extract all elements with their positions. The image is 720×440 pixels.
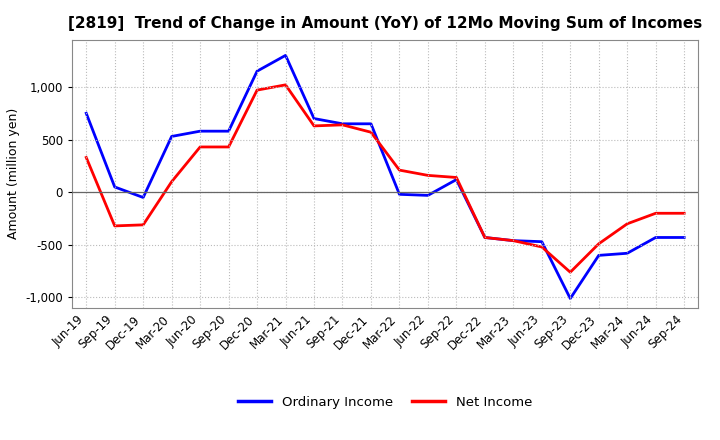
Net Income: [225, 144, 233, 150]
Net Income: [452, 175, 461, 180]
Ordinary Income: [595, 253, 603, 258]
Ordinary Income: [509, 238, 518, 243]
Net Income: [423, 173, 432, 178]
Y-axis label: Amount (million yen): Amount (million yen): [6, 108, 19, 239]
Net Income: [566, 270, 575, 275]
Net Income: [110, 223, 119, 228]
Title: [2819]  Trend of Change in Amount (YoY) of 12Mo Moving Sum of Incomes: [2819] Trend of Change in Amount (YoY) o…: [68, 16, 702, 32]
Net Income: [310, 123, 318, 128]
Net Income: [253, 88, 261, 93]
Line: Net Income: Net Income: [86, 85, 684, 272]
Net Income: [480, 235, 489, 240]
Line: Ordinary Income: Ordinary Income: [86, 55, 684, 298]
Net Income: [366, 130, 375, 135]
Net Income: [509, 238, 518, 243]
Ordinary Income: [139, 195, 148, 200]
Ordinary Income: [167, 134, 176, 139]
Net Income: [167, 179, 176, 184]
Ordinary Income: [452, 177, 461, 182]
Net Income: [395, 168, 404, 173]
Net Income: [652, 211, 660, 216]
Ordinary Income: [282, 53, 290, 58]
Net Income: [680, 211, 688, 216]
Ordinary Income: [537, 239, 546, 244]
Net Income: [282, 82, 290, 88]
Ordinary Income: [652, 235, 660, 240]
Ordinary Income: [338, 121, 347, 126]
Legend: Ordinary Income, Net Income: Ordinary Income, Net Income: [233, 391, 538, 414]
Net Income: [623, 221, 631, 227]
Ordinary Income: [423, 193, 432, 198]
Ordinary Income: [225, 128, 233, 134]
Ordinary Income: [566, 296, 575, 301]
Net Income: [595, 241, 603, 246]
Net Income: [537, 244, 546, 249]
Net Income: [82, 155, 91, 160]
Ordinary Income: [196, 128, 204, 134]
Net Income: [338, 122, 347, 128]
Ordinary Income: [82, 110, 91, 116]
Ordinary Income: [310, 116, 318, 121]
Ordinary Income: [253, 69, 261, 74]
Net Income: [139, 222, 148, 227]
Ordinary Income: [395, 192, 404, 197]
Ordinary Income: [623, 251, 631, 256]
Ordinary Income: [366, 121, 375, 126]
Net Income: [196, 144, 204, 150]
Ordinary Income: [480, 235, 489, 240]
Ordinary Income: [680, 235, 688, 240]
Ordinary Income: [110, 184, 119, 190]
